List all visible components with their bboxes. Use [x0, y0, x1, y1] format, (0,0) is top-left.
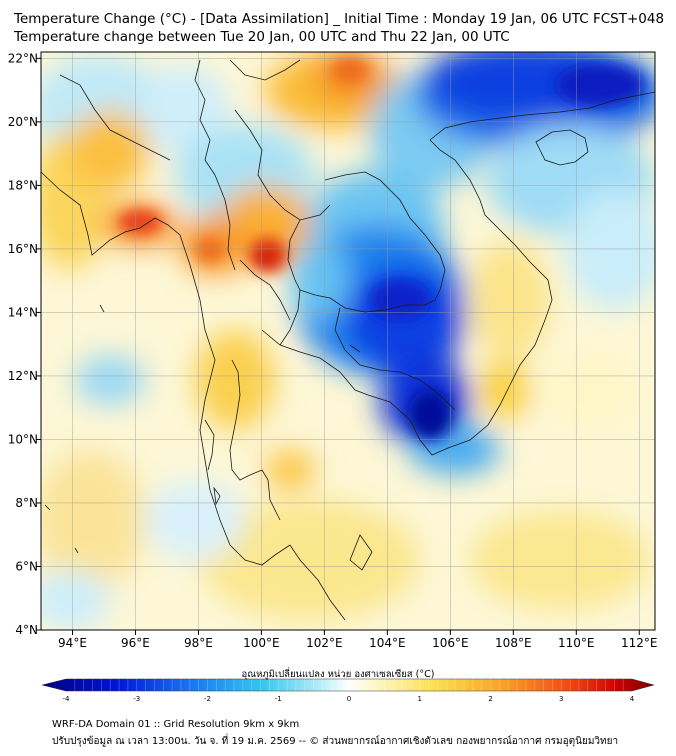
- colorbar-tick-label: 2: [488, 695, 492, 703]
- footer-credit: ปรับปรุงข้อมูล ณ เวลา 13:00น. วัน จ. ที่…: [52, 736, 619, 747]
- lon-label: 94°E: [58, 636, 87, 650]
- colorbar-tick-label: -1: [275, 695, 282, 703]
- graticule: [41, 52, 655, 630]
- lat-label: 16°N: [8, 242, 38, 256]
- lon-label: 100°E: [243, 636, 280, 650]
- lon-label: 110°E: [558, 636, 595, 650]
- lon-label: 98°E: [184, 636, 213, 650]
- lon-label: 112°E: [621, 636, 658, 650]
- lat-label: 14°N: [8, 305, 38, 319]
- latitude-labels: 22°N 20°N 18°N 16°N 14°N 12°N 10°N 8°N 6…: [8, 51, 38, 637]
- longitude-labels: 94°E 96°E 98°E 100°E 102°E 104°E 106°E 1…: [58, 636, 657, 650]
- lat-label: 4°N: [15, 623, 38, 637]
- footer-model-info: WRF-DA Domain 01 :: Grid Resolution 9km …: [52, 719, 300, 730]
- lat-label: 22°N: [8, 51, 38, 65]
- colorbar-label: อุณหภูมิเปลี่ยนแปลง หน่วย องศาเซลเซียส (…: [241, 669, 435, 680]
- map-frame: [40, 51, 656, 631]
- colorbar: -4 -3 -2 -1 0 1 2 3 4: [41, 678, 655, 703]
- lon-label: 102°E: [306, 636, 343, 650]
- lat-label: 20°N: [8, 115, 38, 129]
- colorbar-tick-label: 0: [347, 695, 351, 703]
- lon-label: 108°E: [495, 636, 532, 650]
- colorbar-bar: [41, 678, 655, 692]
- colorbar-tick-label: -4: [63, 695, 71, 703]
- map-subtitle: Temperature change between Tue 20 Jan, 0…: [14, 29, 510, 45]
- coastlines: [41, 59, 655, 621]
- lat-label: 8°N: [15, 496, 38, 510]
- map-title: Temperature Change (°C) - [Data Assimila…: [14, 11, 665, 27]
- lat-label: 10°N: [8, 432, 38, 446]
- lon-label: 104°E: [369, 636, 406, 650]
- colorbar-tick-label: -2: [204, 695, 211, 703]
- lat-label: 6°N: [15, 559, 38, 573]
- axis-ticks: [36, 57, 640, 635]
- colorbar-tick-label: 3: [559, 695, 563, 703]
- colorbar-tick-label: 1: [418, 695, 422, 703]
- colorbar-tick-label: 4: [630, 695, 635, 703]
- colorbar-tick-label: -3: [133, 695, 140, 703]
- lat-label: 12°N: [8, 369, 38, 383]
- lon-label: 96°E: [121, 636, 150, 650]
- lat-label: 18°N: [8, 178, 38, 192]
- temperature-field: [41, 52, 655, 630]
- lon-label: 106°E: [432, 636, 469, 650]
